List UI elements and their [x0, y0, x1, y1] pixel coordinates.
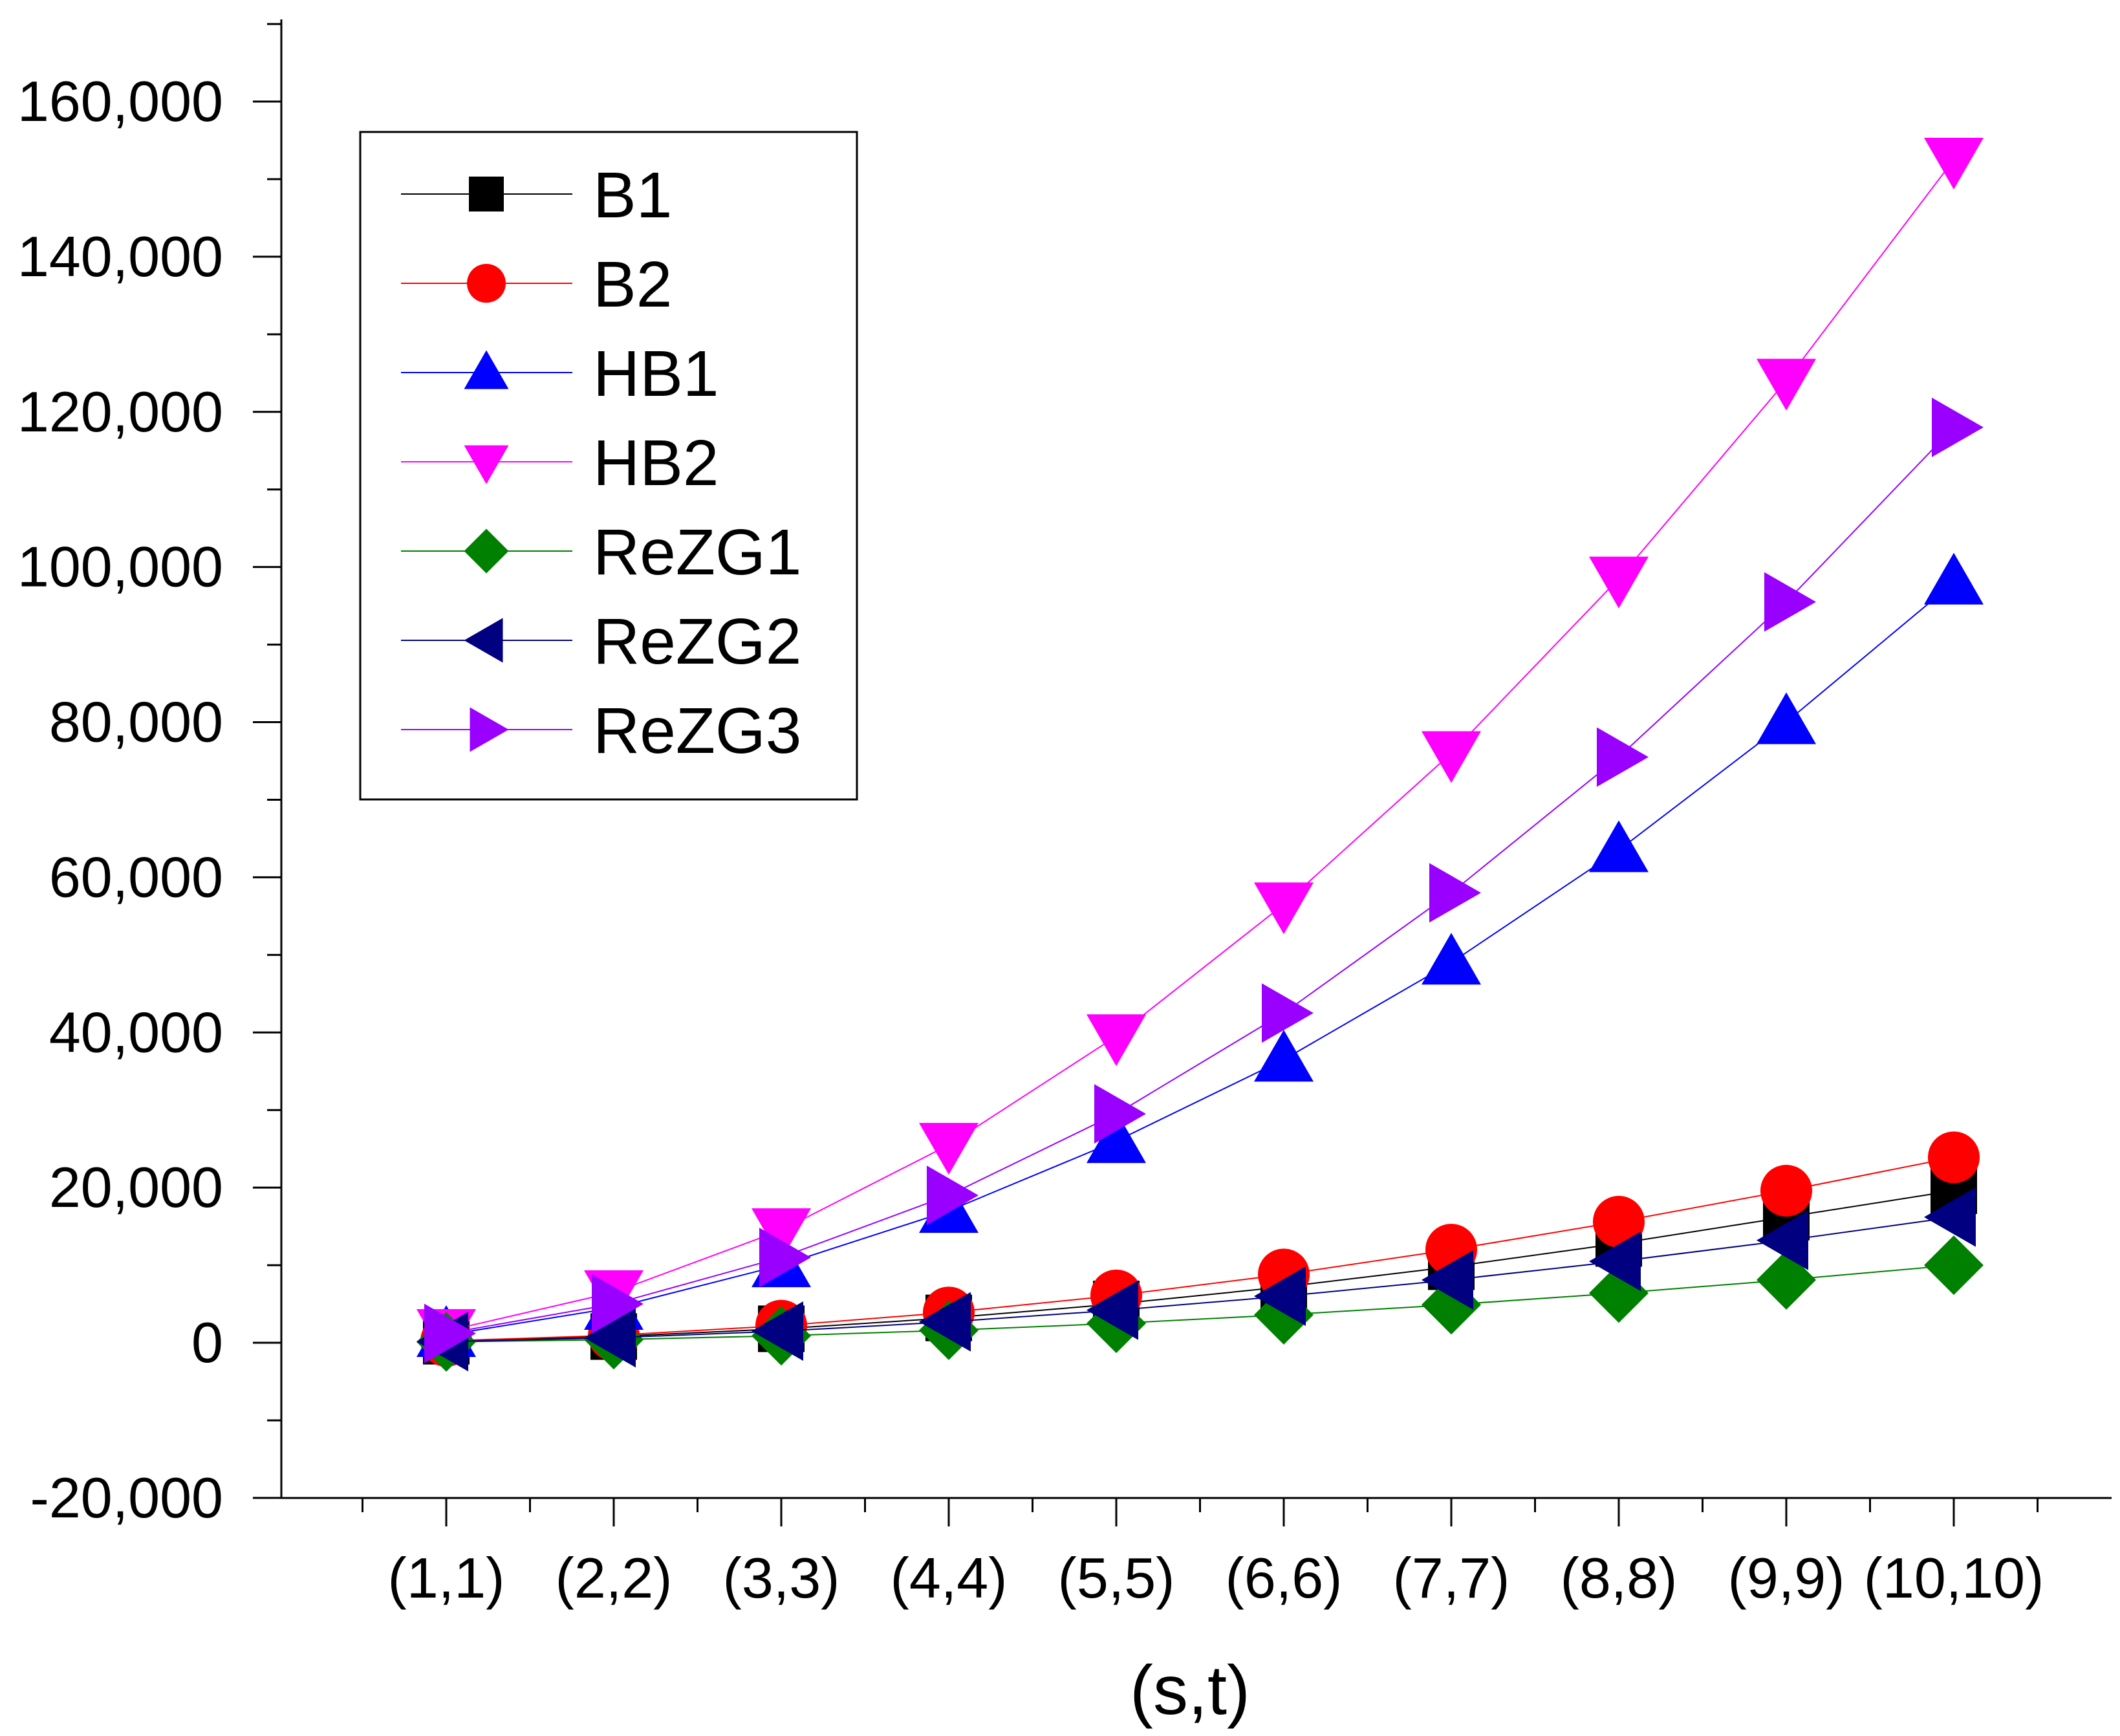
legend-label: HB1: [593, 338, 719, 410]
data-point: [927, 1166, 979, 1226]
legend-item-hb2: HB2: [401, 427, 719, 499]
legend-label: ReZG1: [593, 516, 801, 589]
data-point: [1262, 983, 1314, 1043]
legend-item-rezg2: ReZG2: [401, 605, 801, 678]
y-tick-label: 80,000: [49, 690, 223, 754]
data-point: [1597, 727, 1649, 787]
data-point: [1757, 692, 1816, 744]
data-point: [759, 1228, 811, 1288]
legend-item-rezg3: ReZG3: [401, 695, 801, 767]
y-tick-label: 140,000: [17, 224, 223, 288]
legend: B1 B2 HB1 HB2 ReZG1 ReZG2 ReZG3: [359, 131, 858, 801]
legend-label: B2: [593, 248, 672, 321]
x-tick-label: (4,4): [891, 1546, 1008, 1610]
y-tick-label: -20,000: [30, 1466, 223, 1530]
x-tick-label: (1,1): [388, 1546, 505, 1610]
x-tick-label: (9,9): [1728, 1546, 1845, 1610]
data-point: [1422, 933, 1481, 985]
data-point: [1924, 1235, 1984, 1296]
series-layer: [416, 137, 1984, 1372]
data-point: [584, 1308, 636, 1368]
data-point: [1254, 882, 1314, 935]
data-point: [424, 1303, 476, 1363]
x-tick-label: (10,10): [1864, 1546, 2044, 1610]
x-tick-label: (8,8): [1561, 1546, 1678, 1610]
legend-item-b2: B2: [401, 248, 672, 321]
data-point: [1589, 556, 1649, 609]
series-line-rezg3: [446, 427, 1954, 1334]
legend-label: B1: [593, 159, 672, 232]
data-point: [1254, 1266, 1306, 1327]
y-tick-label: 100,000: [17, 535, 223, 599]
x-tick-label: (7,7): [1393, 1546, 1510, 1610]
legend-marker: [464, 350, 509, 389]
data-point: [1928, 1131, 1980, 1184]
legend-marker: [470, 707, 509, 752]
data-point: [1422, 1250, 1473, 1310]
y-tick-label: 0: [191, 1310, 223, 1374]
legend-marker: [464, 528, 509, 574]
data-point: [1589, 1231, 1641, 1292]
y-tick-label: 20,000: [49, 1155, 223, 1219]
data-point: [1764, 572, 1816, 632]
series-b1: [423, 1167, 1977, 1365]
data-point: [1087, 1280, 1138, 1340]
data-point: [1254, 1030, 1314, 1082]
legend-label: ReZG3: [593, 695, 801, 767]
data-point: [1422, 731, 1481, 783]
y-tick-label: 120,000: [17, 380, 223, 444]
series-line-hb2: [446, 159, 1954, 1332]
series-line-b2: [446, 1156, 1954, 1342]
data-point: [1094, 1084, 1146, 1144]
data-point: [1932, 397, 1984, 457]
y-tick-label: 160,000: [17, 69, 223, 133]
x-tick-label: (6,6): [1226, 1546, 1343, 1610]
legend-label: ReZG2: [593, 605, 801, 678]
legend-marker: [469, 177, 504, 212]
legend-marker: [464, 445, 509, 484]
data-point: [1593, 1195, 1645, 1248]
data-point: [1757, 1210, 1808, 1270]
data-point: [1924, 552, 1984, 605]
x-tick-label: (3,3): [723, 1546, 840, 1610]
axes: -20,000 0 20,000 40,000 60,000 80,000 100,000 1…: [17, 19, 2112, 1610]
data-point: [1924, 137, 1984, 190]
y-tick-label: 40,000: [49, 1000, 223, 1064]
series-line-rezg2: [446, 1216, 1954, 1343]
legend-marker: [467, 264, 506, 303]
legend-marker: [464, 618, 503, 663]
data-point: [1757, 358, 1816, 411]
legend-label: HB2: [593, 427, 719, 499]
series-rezg3: [424, 397, 1984, 1363]
legend-item-rezg1: ReZG1: [401, 516, 801, 589]
x-axis-title: (s,t): [1130, 1651, 1250, 1729]
x-tick-label: (5,5): [1058, 1546, 1175, 1610]
x-tick-label: (2,2): [556, 1546, 673, 1610]
data-point: [1924, 1187, 1976, 1247]
y-tick-label: 60,000: [49, 845, 223, 909]
data-point: [1087, 1111, 1146, 1164]
data-point: [919, 1123, 979, 1175]
data-point: [752, 1208, 811, 1261]
series-rezg2: [416, 1187, 1976, 1372]
data-point: [1589, 820, 1649, 873]
data-point: [592, 1274, 644, 1334]
data-point: [919, 1292, 971, 1352]
legend-item-b1: B1: [401, 159, 672, 232]
series-line-hb1: [446, 581, 1954, 1336]
series-line-rezg1: [446, 1264, 1954, 1343]
data-point: [1760, 1164, 1812, 1217]
data-point: [1087, 1014, 1146, 1067]
data-point: [1429, 863, 1481, 923]
series-line-b1: [446, 1189, 1954, 1342]
data-point: [752, 1301, 803, 1362]
legend-item-hb1: HB1: [401, 338, 719, 410]
series-b2: [420, 1131, 1980, 1367]
legend-box: [359, 131, 858, 801]
